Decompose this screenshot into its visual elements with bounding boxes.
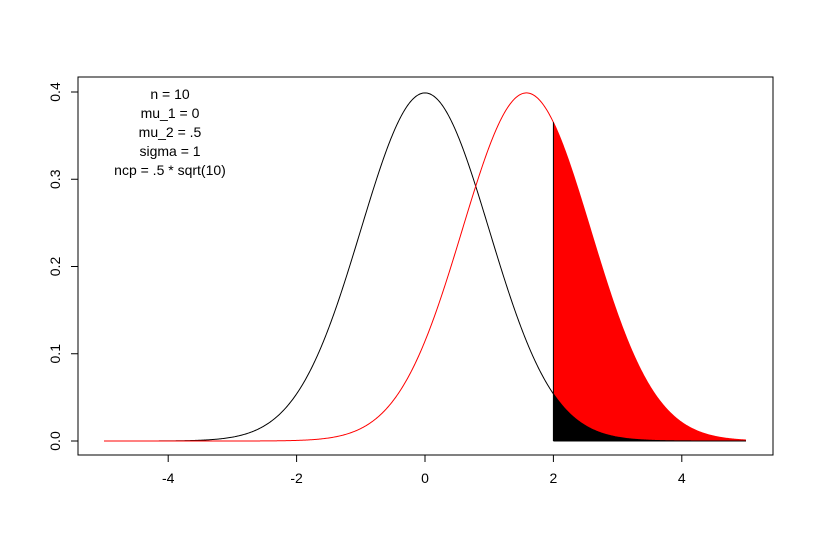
x-tick-label: -4 bbox=[162, 470, 175, 486]
shaded-region-1 bbox=[553, 122, 746, 441]
x-tick-label: 4 bbox=[678, 470, 686, 486]
y-tick-label: 0.1 bbox=[47, 344, 63, 364]
x-tick-label: 2 bbox=[550, 470, 558, 486]
annotation-mu-2: mu_2 = .5 bbox=[139, 124, 202, 140]
shaded-region-2 bbox=[553, 393, 746, 441]
annotation-n: n = 10 bbox=[150, 86, 190, 102]
y-tick-label: 0.0 bbox=[47, 431, 63, 451]
x-tick-label: -2 bbox=[290, 470, 303, 486]
series-line-1 bbox=[104, 92, 746, 442]
annotation-mu-1: mu_1 = 0 bbox=[141, 105, 200, 121]
x-axis: -4 -2 0 2 4 bbox=[162, 454, 686, 486]
annotation-ncp: ncp = .5 * sqrt(10) bbox=[114, 162, 226, 178]
annotation-sigma: sigma = 1 bbox=[139, 143, 200, 159]
series-lines bbox=[104, 92, 747, 442]
y-tick-label: 0.3 bbox=[47, 169, 63, 189]
annotation-block: n = 10 mu_1 = 0 mu_2 = .5 sigma = 1 ncp … bbox=[114, 86, 226, 178]
series-line-2 bbox=[104, 92, 747, 442]
x-tick-label: 0 bbox=[421, 470, 429, 486]
y-tick-label: 0.2 bbox=[47, 257, 63, 277]
y-axis: 0.0 0.1 0.2 0.3 0.4 bbox=[47, 82, 79, 451]
shaded-regions bbox=[553, 122, 746, 441]
y-tick-label: 0.4 bbox=[47, 82, 63, 102]
